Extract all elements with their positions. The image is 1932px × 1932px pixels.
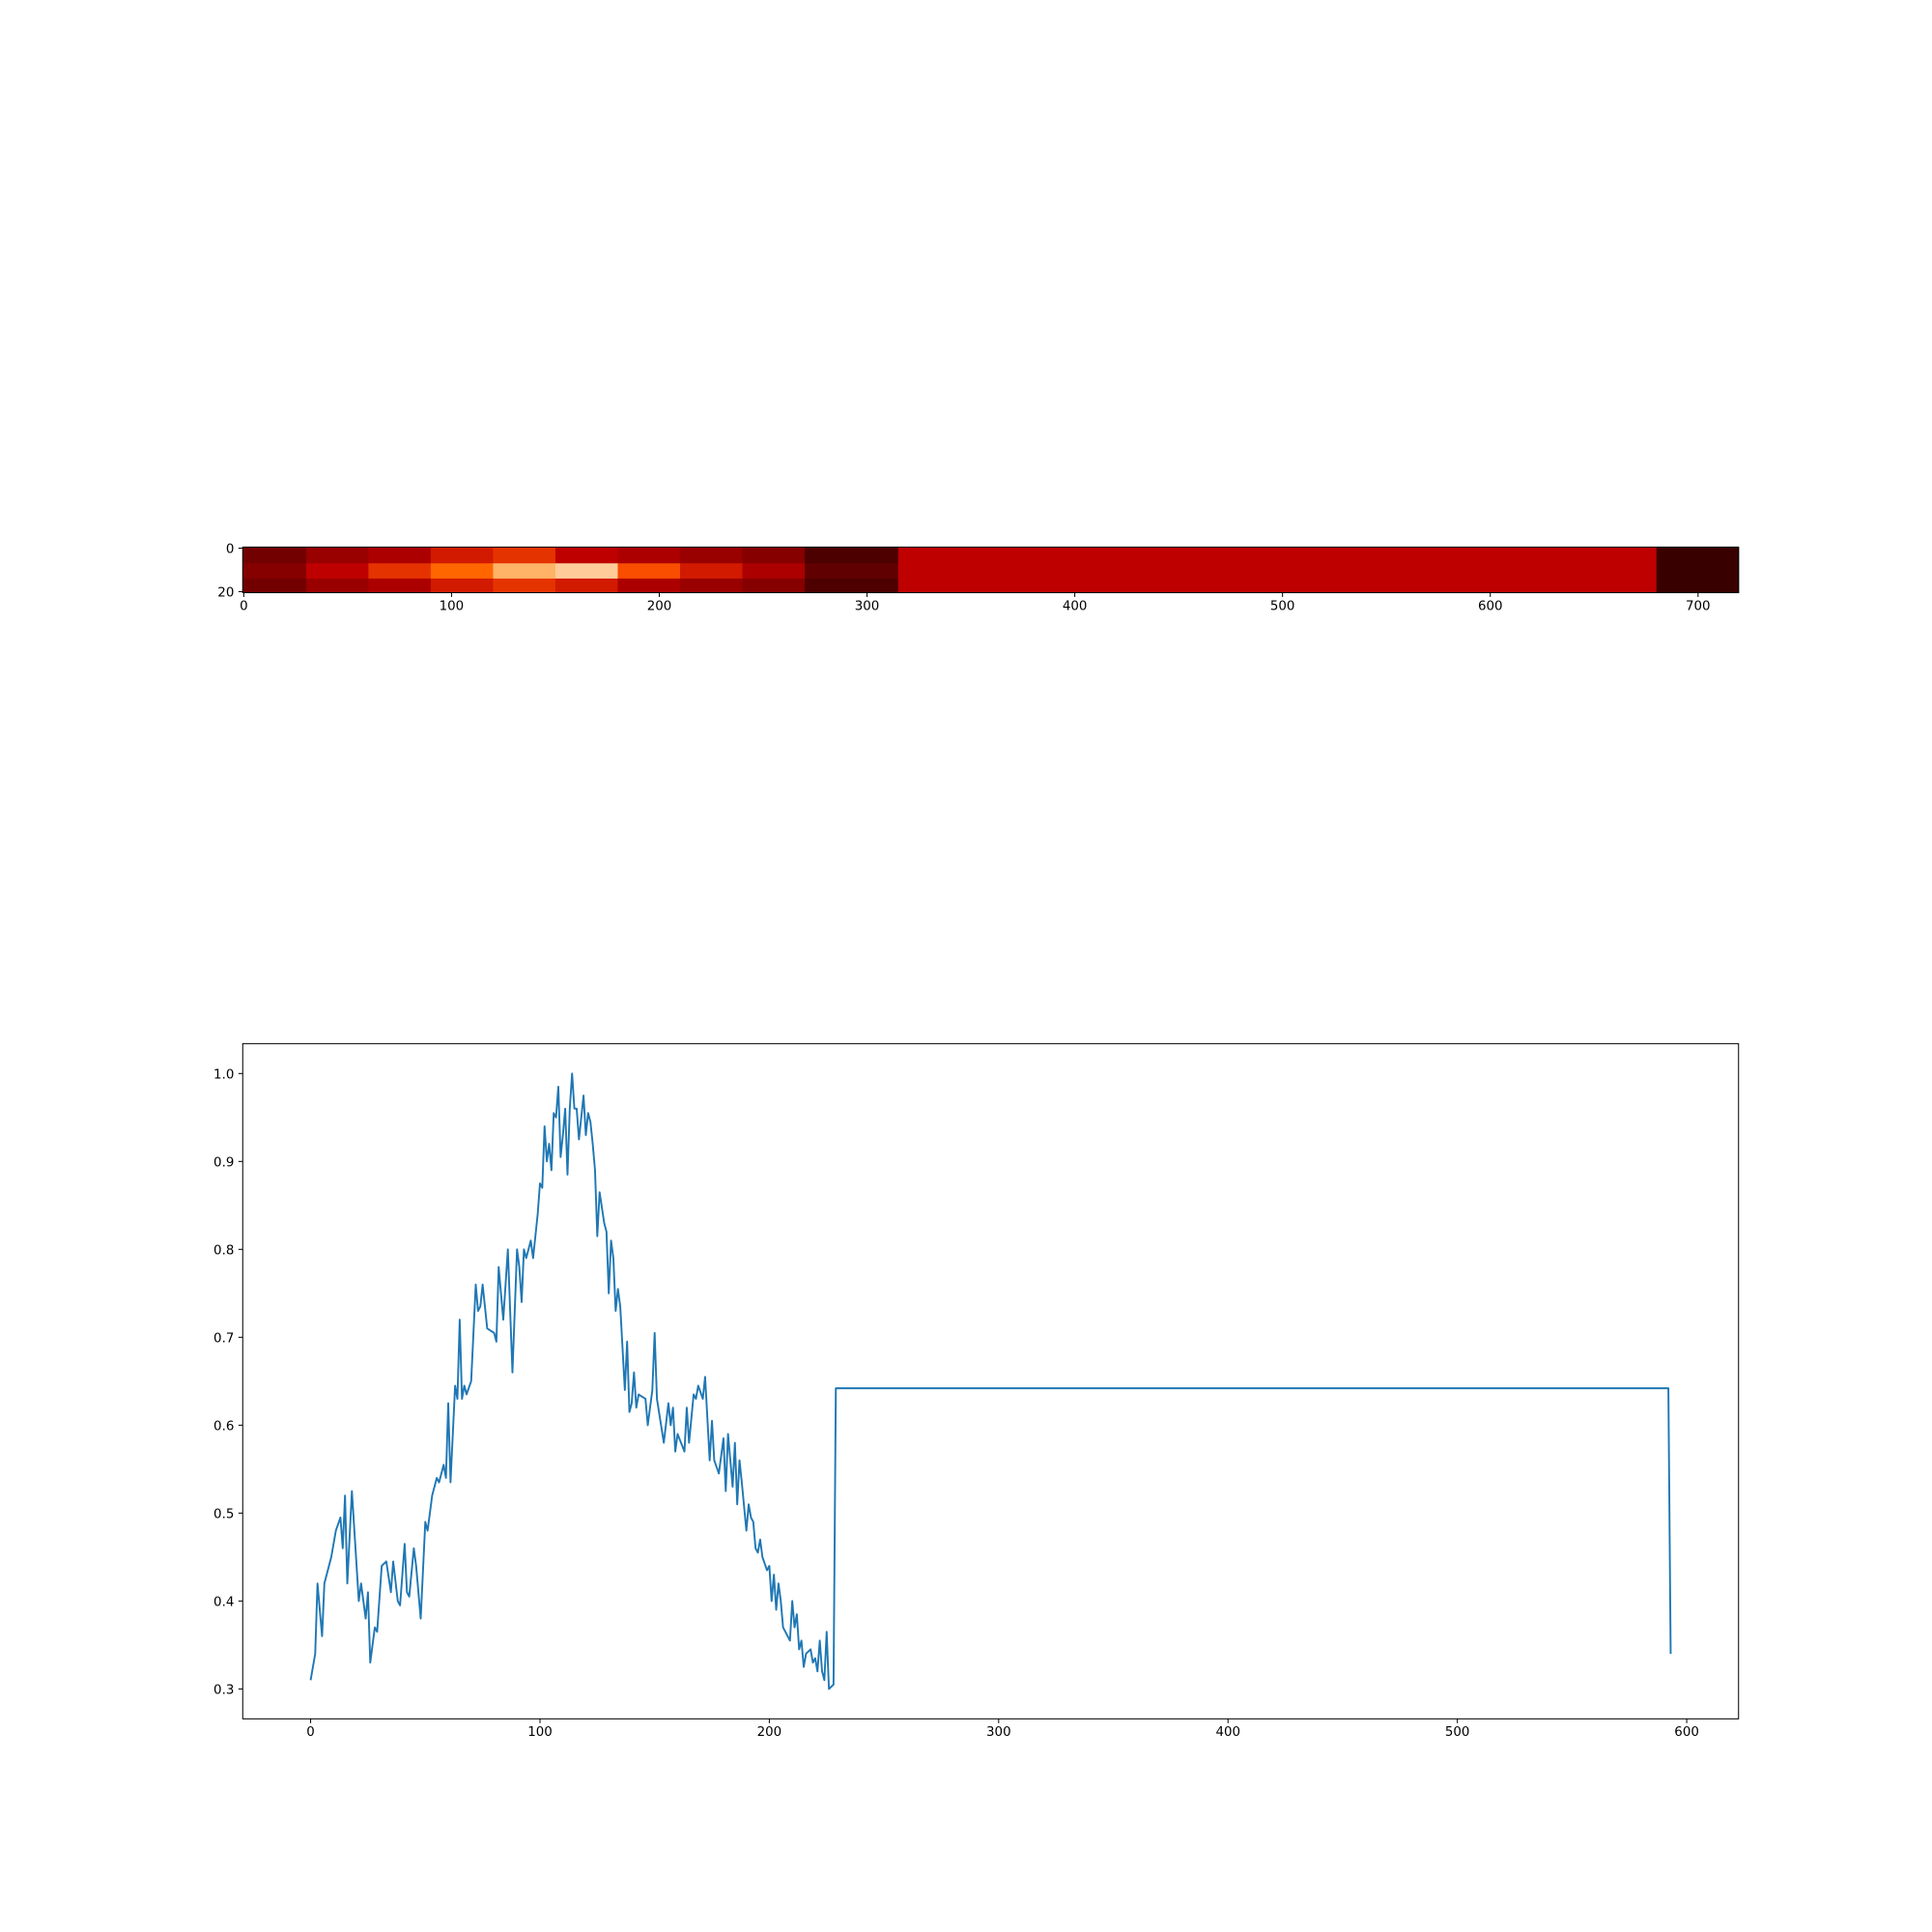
heatmap-cell <box>430 547 494 564</box>
y-tick-label: 0.4 <box>213 1595 234 1609</box>
heatmap-cell <box>1656 563 1740 580</box>
heatmap-cell <box>554 547 618 564</box>
x-tick-label: 600 <box>1478 599 1503 613</box>
x-tick-label: 300 <box>986 1725 1011 1740</box>
axes-frame <box>242 546 1740 594</box>
heatmap-cell <box>305 563 369 580</box>
x-tick-label: 400 <box>1063 599 1088 613</box>
x-tick-label: 300 <box>855 599 880 613</box>
heatmap-cell <box>554 563 618 580</box>
x-tick-label: 400 <box>1215 1725 1240 1740</box>
x-tick-label: 100 <box>527 1725 553 1740</box>
y-tick-label: 20 <box>217 585 234 600</box>
x-tick-label: 100 <box>440 599 465 613</box>
heatmap-cell <box>679 547 744 564</box>
heatmap-cell <box>897 563 1658 580</box>
y-tick-label: 0.3 <box>213 1683 234 1697</box>
x-tick-label: 600 <box>1674 1725 1699 1740</box>
heatmap-cell <box>305 547 369 564</box>
heatmap-cell <box>617 578 681 594</box>
x-tick-label: 500 <box>1445 1725 1470 1740</box>
heatmap-cell <box>805 547 899 564</box>
heatmap-cell <box>368 578 432 594</box>
heatmap-cell <box>242 578 307 594</box>
heatmap-cell <box>617 547 681 564</box>
heatmap-cell <box>493 547 556 564</box>
y-tick-label: 0.8 <box>213 1243 234 1258</box>
heatmap-cell <box>805 563 899 580</box>
y-tick-label: 0.9 <box>213 1155 234 1170</box>
heatmap-cell <box>679 563 744 580</box>
heatmap-cell <box>1656 578 1740 594</box>
heatmap-cell <box>368 547 432 564</box>
x-tick-label: 500 <box>1270 599 1295 613</box>
y-tick-label: 0 <box>226 543 235 557</box>
x-tick-label: 700 <box>1686 599 1711 613</box>
heatmap-cell <box>805 578 899 594</box>
heatmap-cell <box>1656 547 1740 564</box>
heatmap-cell <box>742 563 806 580</box>
x-tick-label: 200 <box>647 599 672 613</box>
y-tick-label: 0.5 <box>213 1507 234 1521</box>
heatmap-cell <box>554 578 618 594</box>
y-tick-label: 0.6 <box>213 1419 234 1434</box>
heatmap-cell <box>242 563 307 580</box>
heatmap-cell <box>742 547 806 564</box>
heatmap-cell <box>493 578 556 594</box>
y-tick-label: 0.7 <box>213 1331 234 1346</box>
heatmap-cell <box>368 563 432 580</box>
heatmap-cell <box>897 547 1658 564</box>
heatmap-cell <box>430 563 494 580</box>
heatmap-cell <box>493 563 556 580</box>
line <box>309 1072 1672 1690</box>
heatmap-cell <box>897 578 1658 594</box>
x-tick-label: 0 <box>306 1725 315 1740</box>
x-tick-label: 200 <box>757 1725 782 1740</box>
x-tick-label: 0 <box>240 599 248 613</box>
heatmap-cell <box>305 578 369 594</box>
heatmap-cell <box>617 563 681 580</box>
axes-frame <box>242 1042 1740 1719</box>
heatmap-cell <box>679 578 744 594</box>
y-tick-label: 1.0 <box>213 1067 234 1082</box>
heatmap-cell <box>430 578 494 594</box>
heatmap-cell <box>242 547 307 564</box>
heatmap-cell <box>742 578 806 594</box>
